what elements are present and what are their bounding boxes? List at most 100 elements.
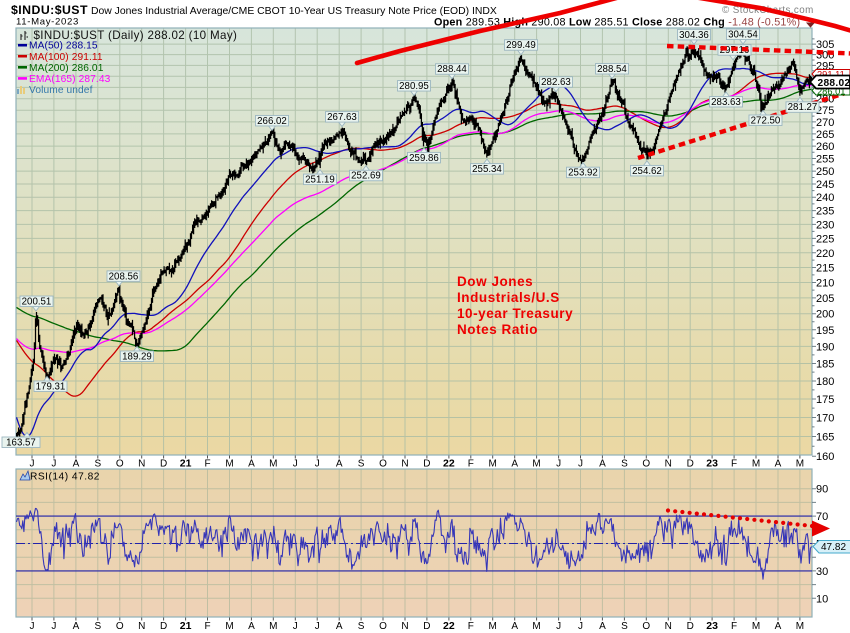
svg-text:90: 90	[816, 484, 828, 496]
svg-text:23: 23	[706, 458, 718, 470]
svg-text:J: J	[578, 621, 583, 632]
svg-text:A: A	[511, 459, 518, 470]
svg-text:S: S	[358, 621, 365, 632]
svg-text:47.82: 47.82	[821, 542, 846, 553]
svg-text:J: J	[30, 621, 35, 632]
svg-text:195: 195	[816, 325, 834, 337]
svg-text:J: J	[293, 621, 298, 632]
svg-text:304.36: 304.36	[679, 30, 709, 41]
svg-text:288.44: 288.44	[437, 64, 467, 75]
svg-text:205: 205	[816, 293, 834, 305]
svg-text:M: M	[489, 621, 497, 632]
svg-text:270: 270	[816, 117, 834, 129]
svg-text:253.92: 253.92	[568, 168, 598, 179]
svg-text:O: O	[116, 459, 124, 470]
svg-text:22: 22	[443, 458, 455, 470]
svg-text:D: D	[160, 621, 167, 632]
svg-text:A: A	[599, 621, 606, 632]
svg-text:267.63: 267.63	[327, 112, 357, 123]
svg-text:O: O	[379, 459, 387, 470]
svg-text:M: M	[269, 459, 277, 470]
svg-text:190: 190	[816, 341, 834, 353]
svg-text:F: F	[731, 621, 737, 632]
svg-text:J: J	[315, 621, 320, 632]
svg-text:A: A	[511, 621, 518, 632]
svg-text:M: M	[796, 621, 804, 632]
svg-text:O: O	[642, 621, 650, 632]
svg-text:RSI(14) 47.82: RSI(14) 47.82	[30, 472, 100, 483]
svg-text:D: D	[160, 459, 167, 470]
svg-text:254.62: 254.62	[632, 166, 662, 177]
svg-text:252.69: 252.69	[351, 171, 381, 182]
svg-text:N: N	[401, 621, 408, 632]
svg-text:$INDU:$UST (Daily) 288.02 (10: $INDU:$UST (Daily) 288.02 (10 May)	[34, 29, 238, 42]
svg-text:251.19: 251.19	[305, 174, 335, 185]
svg-text:D: D	[423, 459, 430, 470]
svg-text:286.01: 286.01	[817, 86, 845, 96]
svg-text:266.02: 266.02	[257, 116, 287, 127]
svg-text:N: N	[138, 459, 145, 470]
svg-text:F: F	[204, 621, 210, 632]
svg-text:A: A	[599, 459, 606, 470]
svg-text:Volume undef: Volume undef	[29, 85, 93, 96]
svg-text:179.31: 179.31	[36, 381, 66, 392]
svg-text:259.86: 259.86	[409, 153, 439, 164]
svg-text:21: 21	[180, 620, 192, 632]
svg-text:S: S	[358, 459, 365, 470]
svg-text:J: J	[578, 459, 583, 470]
svg-text:$INDU:$UST: $INDU:$UST	[11, 3, 88, 17]
svg-text:S: S	[94, 621, 101, 632]
svg-text:225: 225	[816, 233, 834, 245]
svg-text:210: 210	[816, 278, 834, 290]
svg-text:D: D	[687, 459, 694, 470]
svg-text:282.63: 282.63	[541, 77, 571, 88]
svg-text:291.11: 291.11	[817, 69, 845, 79]
svg-text:J: J	[30, 459, 35, 470]
svg-text:J: J	[51, 459, 56, 470]
svg-text:240: 240	[816, 192, 834, 204]
svg-text:J: J	[556, 621, 561, 632]
svg-text:M: M	[225, 621, 233, 632]
svg-text:200.51: 200.51	[22, 296, 52, 307]
svg-text:245: 245	[816, 179, 834, 191]
svg-text:260: 260	[816, 141, 834, 153]
svg-text:220: 220	[816, 248, 834, 260]
svg-text:MA(100) 291.11: MA(100) 291.11	[29, 52, 103, 63]
svg-text:175: 175	[816, 394, 834, 406]
svg-text:21: 21	[180, 458, 192, 470]
svg-text:N: N	[401, 459, 408, 470]
svg-text:Dow Jones: Dow Jones	[457, 274, 533, 289]
svg-text:23: 23	[706, 620, 718, 632]
svg-text:280.95: 280.95	[399, 81, 429, 92]
svg-text:D: D	[687, 621, 694, 632]
svg-text:22: 22	[443, 620, 455, 632]
svg-text:230: 230	[816, 219, 834, 231]
svg-text:A: A	[248, 459, 255, 470]
svg-text:299.49: 299.49	[506, 40, 536, 51]
svg-text:160: 160	[816, 451, 834, 463]
svg-text:N: N	[138, 621, 145, 632]
svg-text:A: A	[336, 621, 343, 632]
svg-text:F: F	[468, 459, 474, 470]
svg-text:70: 70	[816, 511, 828, 523]
svg-text:M: M	[752, 459, 760, 470]
svg-text:11-May-2023: 11-May-2023	[16, 17, 79, 28]
svg-text:255: 255	[816, 154, 834, 166]
svg-text:305: 305	[816, 39, 834, 51]
svg-text:M: M	[796, 459, 804, 470]
svg-text:A: A	[248, 621, 255, 632]
svg-text:10-year Treasury: 10-year Treasury	[457, 306, 573, 321]
svg-text:163.57: 163.57	[6, 437, 36, 448]
svg-text:F: F	[204, 459, 210, 470]
svg-text:M: M	[532, 459, 540, 470]
svg-text:O: O	[116, 621, 124, 632]
svg-text:288.54: 288.54	[597, 64, 627, 75]
svg-text:A: A	[336, 459, 343, 470]
svg-text:J: J	[51, 621, 56, 632]
svg-text:A: A	[73, 621, 80, 632]
svg-text:281.27: 281.27	[788, 102, 818, 113]
svg-text:Dow Jones Industrial Average/C: Dow Jones Industrial Average/CME CBOT 10…	[91, 6, 497, 17]
svg-text:265: 265	[816, 129, 834, 141]
svg-text:D: D	[423, 621, 430, 632]
svg-text:M: M	[752, 621, 760, 632]
